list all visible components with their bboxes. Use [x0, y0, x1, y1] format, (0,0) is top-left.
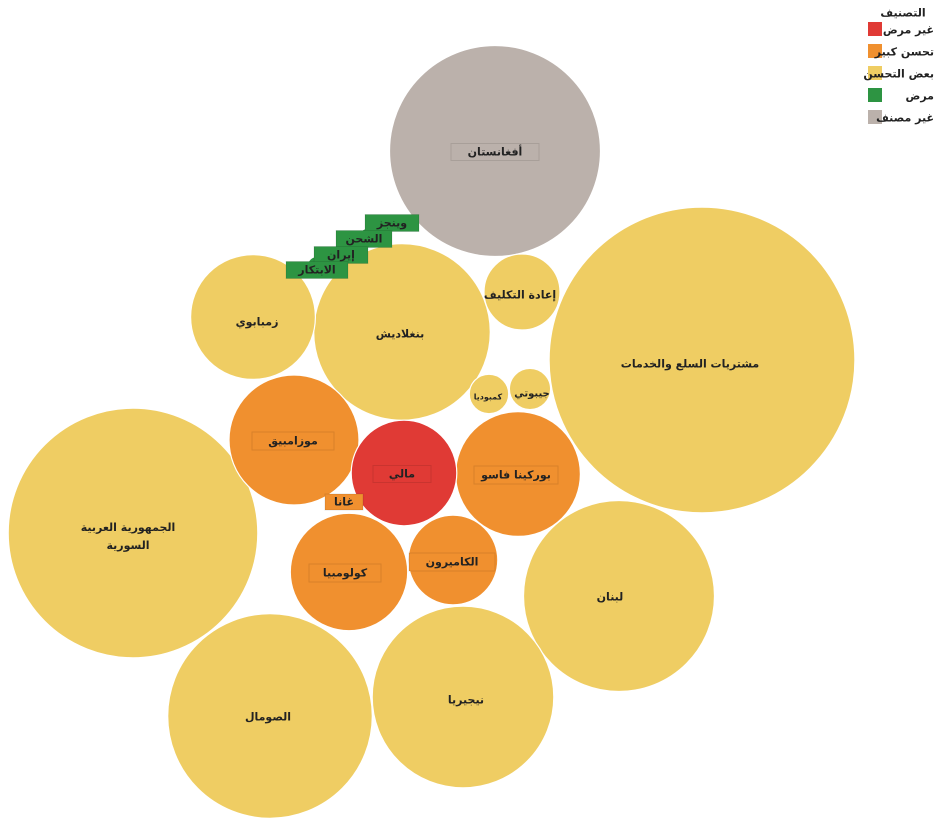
- bubble-الصومال[interactable]: [167, 613, 373, 819]
- bubble-label-أفغانستان: أفغانستان: [468, 145, 523, 159]
- bubble-label-غانا: غانا: [334, 496, 354, 509]
- legend: التصنيف غير مرض تحسن كبير بعض التحسن مرض غير …: [863, 7, 934, 125]
- bubble-label-بنغلاديش: بنغلاديش: [376, 328, 425, 341]
- bubble-label-زمبابوي: زمبابوي: [236, 316, 279, 329]
- bubble-مشتريات-السلع-والخدمات[interactable]: [548, 206, 856, 514]
- bubble-label-كمبوديا: كمبوديا: [474, 393, 503, 402]
- legend-swatch-unclassified: [868, 110, 882, 124]
- legend-title: التصنيف: [880, 7, 925, 20]
- bubble-label-مالي: مالي: [389, 468, 415, 481]
- bubble-label-إيران: إيران: [327, 249, 355, 262]
- bubble-label-موزامبيق: موزامبيق: [268, 435, 318, 448]
- bubble-الجمهورية-العربية-السورية[interactable]: [7, 407, 259, 659]
- label-box-مالي: [372, 465, 432, 483]
- bubble-إعادة-التكليف[interactable]: [483, 253, 561, 331]
- label-box-غانا: [324, 493, 364, 511]
- label-box-أفغانستان: [450, 143, 540, 161]
- legend-label-major: تحسن كبير: [874, 46, 934, 59]
- legend-label-sick: مرض: [906, 90, 934, 103]
- bubble-label-نيجيريا: نيجيريا: [448, 694, 484, 707]
- bubble-label-الجمهورية-العربية-السورية: الجمهورية العربية السورية: [81, 521, 176, 552]
- bubble-label-إعادة-التكليف: إعادة التكليف: [484, 289, 556, 302]
- bubble-label-الشحن: الشحن: [346, 233, 383, 246]
- bubble-label-جيبوتي: جيبوتي: [514, 389, 550, 400]
- label-box-موزامبيق: [251, 431, 335, 451]
- bubble-نيجيريا[interactable]: [371, 605, 555, 789]
- legend-swatch-sick: [868, 88, 882, 102]
- bubble-label-الابتكار: الابتكار: [297, 264, 335, 277]
- bubble-label-لبنان: لبنان: [597, 591, 624, 604]
- bubble-label-الكاميرون: الكاميرون: [426, 556, 479, 569]
- bubble-زمبابوي[interactable]: [190, 254, 317, 381]
- legend-label-some: بعض التحسن: [863, 68, 934, 81]
- bubble-كمبوديا[interactable]: [468, 373, 510, 415]
- bubble-جيبوتي[interactable]: [508, 367, 552, 411]
- bubble-label-كولومبيا: كولومبيا: [323, 567, 368, 580]
- labels-layer: أفغانستان مشتريات السلع والخدمات الجمهورية…: [81, 143, 759, 724]
- legend-label-not_sick: غير مرض: [883, 24, 934, 37]
- bubble-label-الصومال: الصومال: [245, 711, 291, 724]
- legend-label-unclassified: غير مصنف: [876, 112, 934, 125]
- bubble-label-وينجز: وينجز: [376, 217, 407, 230]
- label-box-الكاميرون: [408, 552, 496, 572]
- bubble-لبنان[interactable]: [522, 499, 716, 693]
- label-box-بوركينا-فاسو: [473, 465, 559, 485]
- legend-swatch-not_sick: [868, 22, 882, 36]
- legend-swatch-some: [868, 66, 882, 80]
- label-box-الابتكار: [285, 261, 349, 279]
- label-box-كولومبيا: [308, 563, 382, 583]
- legend-swatch-major: [868, 44, 882, 58]
- bubble-label-مشتريات-السلع-والخدمات: مشتريات السلع والخدمات: [621, 358, 759, 371]
- bubbles-layer: [7, 44, 856, 819]
- bubble-label-بوركينا-فاسو: بوركينا فاسو: [480, 469, 551, 482]
